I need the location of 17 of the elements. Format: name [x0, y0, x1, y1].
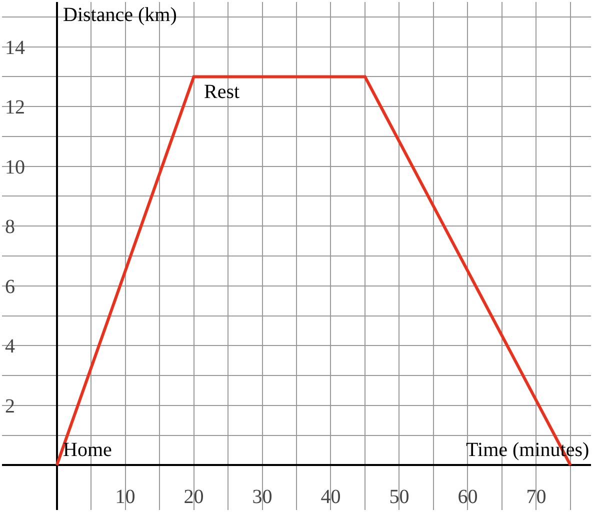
y-tick-label: 4 [5, 336, 15, 358]
y-axis-title: Distance (km) [63, 4, 177, 26]
y-tick-label: 8 [5, 216, 15, 238]
x-tick-label: 50 [389, 486, 410, 508]
y-tick-label: 6 [5, 276, 15, 298]
x-tick-label: 30 [252, 486, 272, 508]
x-tick-label: 60 [458, 486, 478, 508]
y-tick-label: 12 [5, 96, 25, 119]
x-tick-label: 10 [115, 486, 136, 508]
x-tick-label: 40 [320, 486, 341, 508]
annotation: Rest [204, 81, 240, 103]
y-tick-label: 10 [5, 156, 25, 178]
annotation: Home [63, 439, 112, 461]
x-tick-label: 70 [526, 486, 546, 508]
x-tick-label: 20 [184, 486, 204, 508]
y-tick-label: 14 [5, 36, 25, 59]
y-tick-label: 2 [5, 395, 15, 418]
